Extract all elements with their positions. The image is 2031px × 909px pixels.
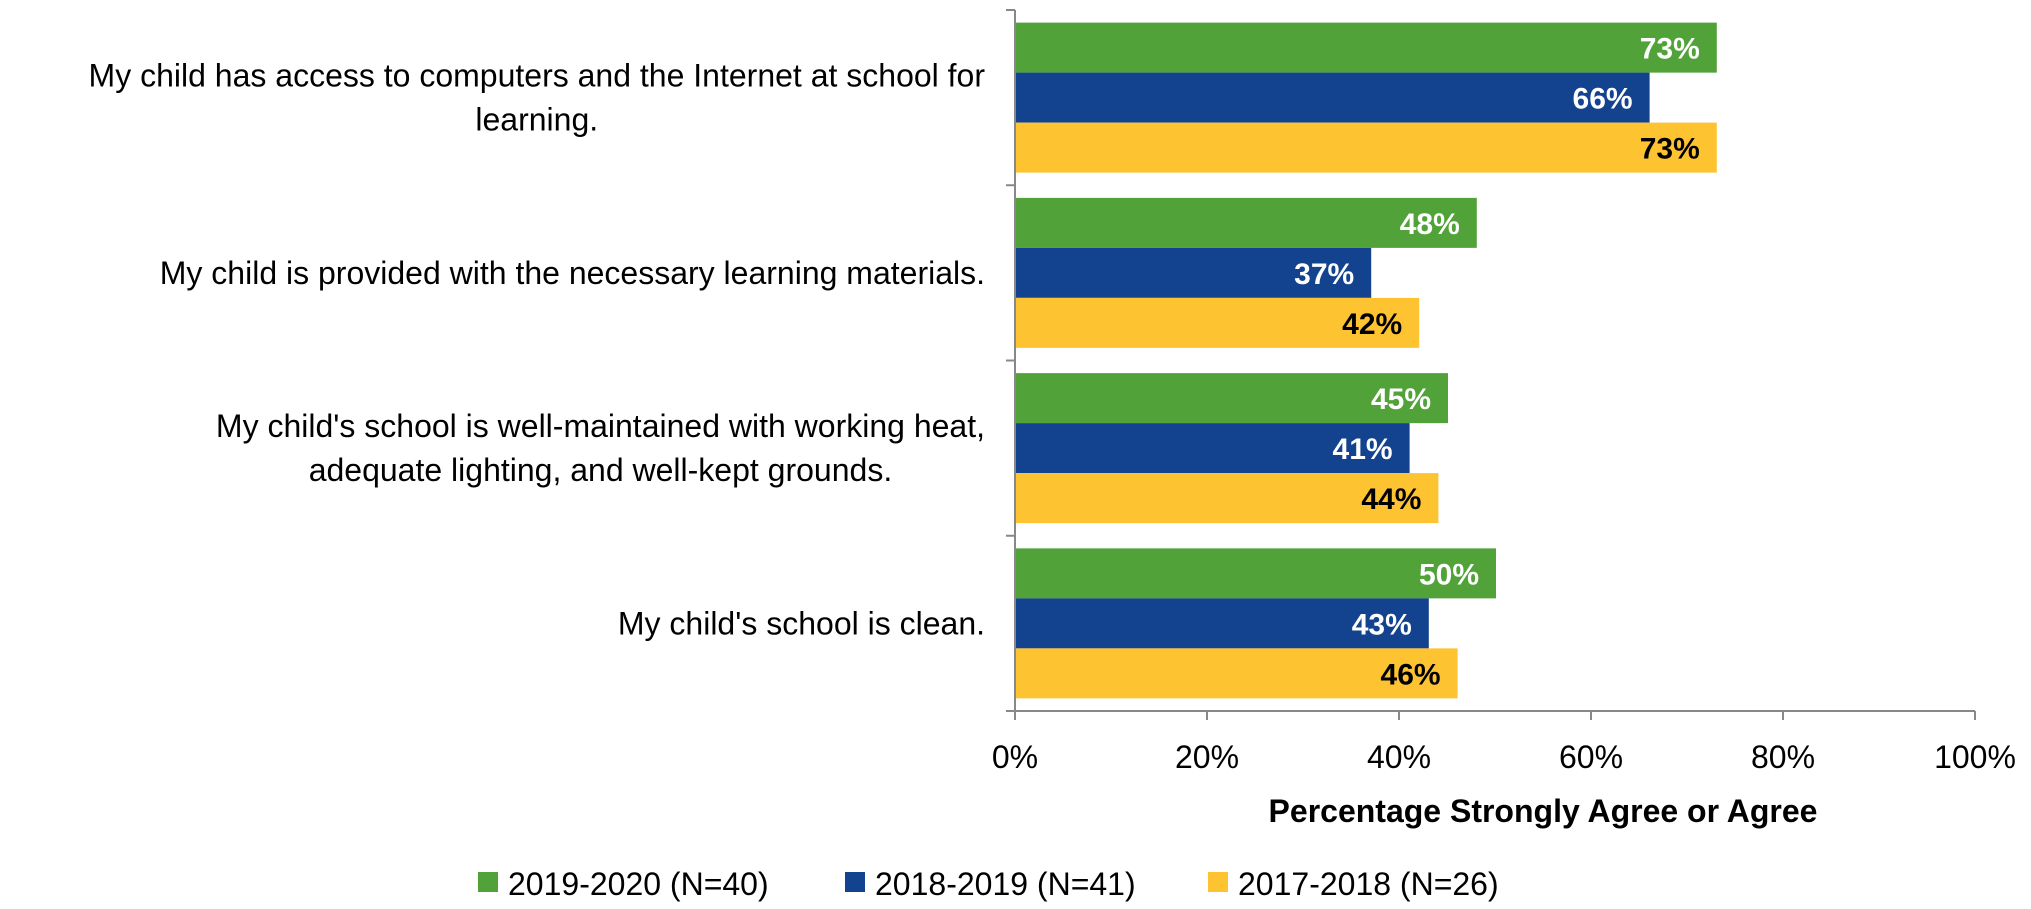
- x-tick-label: 0%: [992, 739, 1038, 775]
- category-label-line: My child's school is clean.: [618, 605, 985, 641]
- bar: [1016, 598, 1429, 649]
- bar: [1016, 72, 1650, 123]
- bar: [1016, 423, 1410, 474]
- x-axis-title: Percentage Strongly Agree or Agree: [1269, 793, 1818, 829]
- x-tick-label: 100%: [1934, 739, 2016, 775]
- x-tick-label: 80%: [1751, 739, 1815, 775]
- category-labels: My child has access to computers and the…: [89, 58, 986, 642]
- bar-value-label: 48%: [1400, 208, 1460, 241]
- category-label: My child has access to computers and the…: [89, 58, 986, 138]
- bar-value-label: 66%: [1573, 83, 1633, 116]
- bar-value-label: 73%: [1640, 133, 1700, 166]
- bar-value-label: 44%: [1361, 483, 1421, 516]
- bar-value-label: 42%: [1342, 308, 1402, 341]
- bar: [1016, 648, 1458, 699]
- legend-label: 2018-2019 (N=41): [875, 866, 1136, 902]
- legend-swatch: [1208, 872, 1228, 892]
- bar: [1016, 22, 1717, 73]
- bar-value-label: 50%: [1419, 558, 1479, 591]
- bar: [1016, 548, 1496, 599]
- category-label: My child is provided with the necessary …: [160, 255, 985, 291]
- x-tick-label: 40%: [1367, 739, 1431, 775]
- bar-value-label: 73%: [1640, 33, 1700, 66]
- legend-swatch: [845, 872, 865, 892]
- legend-label: 2017-2018 (N=26): [1238, 866, 1499, 902]
- bar-value-label: 43%: [1352, 608, 1412, 641]
- category-label-line: My child's school is well-maintained wit…: [216, 408, 985, 444]
- bar: [1016, 473, 1439, 524]
- x-tick-label: 20%: [1175, 739, 1239, 775]
- x-tick-label: 60%: [1559, 739, 1623, 775]
- legend-swatch: [478, 872, 498, 892]
- category-label: My child's school is well-maintained wit…: [216, 408, 985, 488]
- bar-value-label: 41%: [1333, 433, 1393, 466]
- bar-value-label: 45%: [1371, 383, 1431, 416]
- bar: [1016, 247, 1372, 298]
- bar: [1016, 197, 1477, 248]
- legend: 2019-2020 (N=40) 2018-2019 (N=41) 2017-201…: [478, 866, 1499, 902]
- bar: [1016, 297, 1420, 348]
- category-label-line: learning.: [475, 102, 598, 138]
- category-label-line: My child is provided with the necessary …: [160, 255, 985, 291]
- bar-value-label: 37%: [1294, 258, 1354, 291]
- legend-label: 2019-2020 (N=40): [508, 866, 769, 902]
- category-label-line: adequate lighting, and well-kept grounds…: [309, 452, 893, 488]
- category-label-line: My child has access to computers and the…: [89, 58, 986, 94]
- bar: [1016, 373, 1448, 424]
- axes: 0% 20% 40% 60% 80% 100%: [992, 9, 2016, 775]
- bar: [1016, 122, 1717, 173]
- bars: 73%66%73% 48% 37% 42% 45% 41% 44% 50%43% 46%: [1016, 22, 1717, 699]
- category-label: My child's school is clean.: [618, 605, 985, 641]
- bar-value-label: 46%: [1381, 658, 1441, 691]
